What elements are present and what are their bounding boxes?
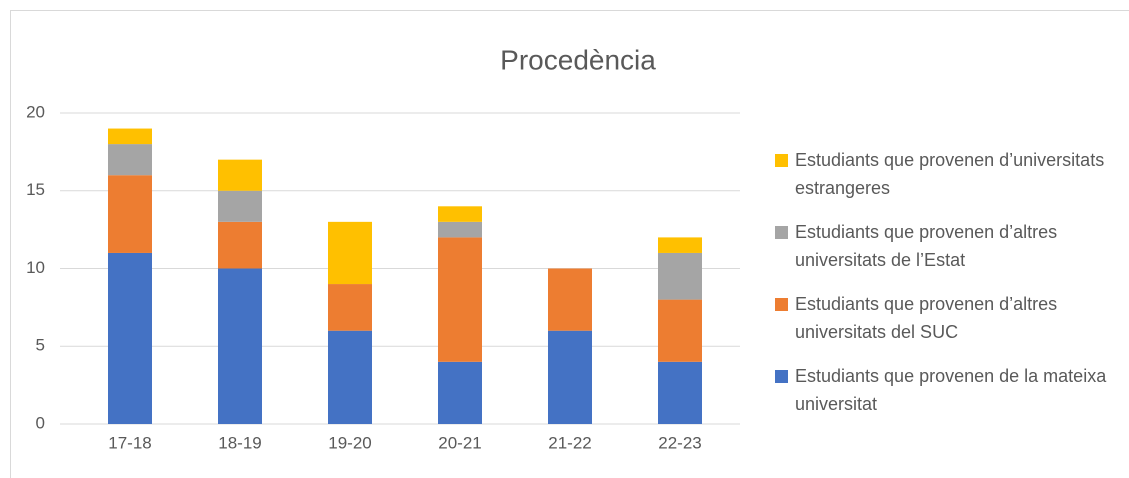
bar-segment xyxy=(108,128,152,145)
chart-title: Procedència xyxy=(500,44,656,75)
y-tick-label: 10 xyxy=(26,258,45,277)
x-tick-label: 20-21 xyxy=(438,433,481,452)
legend-swatch xyxy=(775,298,788,311)
legend-item: Estudiants que provenen de la mateixa un… xyxy=(775,362,1125,418)
bar-segment xyxy=(658,237,702,253)
x-tick-label: 18-19 xyxy=(218,433,261,452)
bar-segment xyxy=(658,252,702,300)
bar-segment xyxy=(108,252,152,424)
legend-item: Estudiants que provenen d’altres univers… xyxy=(775,290,1125,346)
legend-item: Estudiants que provenen d’altres univers… xyxy=(775,218,1125,274)
legend-label: Estudiants que provenen de la mateixa un… xyxy=(795,366,1107,414)
legend-item: Estudiants que provenen d’universitats e… xyxy=(775,146,1125,202)
y-tick-label: 0 xyxy=(36,413,45,432)
y-tick-label: 5 xyxy=(36,336,45,355)
bar-segment xyxy=(218,159,262,191)
y-tick-label: 15 xyxy=(26,180,45,199)
legend-swatch xyxy=(775,154,788,167)
bar-segment xyxy=(328,221,372,285)
bar-segment xyxy=(218,221,262,269)
x-tick-label: 22-23 xyxy=(658,433,701,452)
bar-segment xyxy=(438,221,482,238)
chart-frame xyxy=(10,10,1129,478)
legend-label: Estudiants que provenen d’altres univers… xyxy=(795,222,1058,270)
bar-segment xyxy=(438,237,482,362)
bar-segment xyxy=(548,268,592,331)
legend-swatch xyxy=(775,370,788,383)
bar-segment xyxy=(438,206,482,222)
x-tick-label: 21-22 xyxy=(548,433,591,452)
legend-swatch xyxy=(775,226,788,239)
legend: Estudiants que provenen d’universitats e… xyxy=(775,146,1125,434)
bar-segment xyxy=(328,284,372,331)
bar-segment xyxy=(218,190,262,222)
bar-segment xyxy=(108,144,152,176)
bar-segment xyxy=(438,361,482,424)
bar-segment xyxy=(658,361,702,424)
y-tick-label: 20 xyxy=(26,102,45,121)
legend-label: Estudiants que provenen d’universitats e… xyxy=(795,150,1105,198)
bar-segment xyxy=(108,175,152,253)
legend-label: Estudiants que provenen d’altres univers… xyxy=(795,294,1058,342)
bar-segment xyxy=(218,268,262,424)
bar-segment xyxy=(548,330,592,424)
bar-segment xyxy=(328,330,372,424)
bar-segment xyxy=(658,299,702,362)
x-tick-label: 17-18 xyxy=(108,433,151,452)
x-tick-label: 19-20 xyxy=(328,433,371,452)
